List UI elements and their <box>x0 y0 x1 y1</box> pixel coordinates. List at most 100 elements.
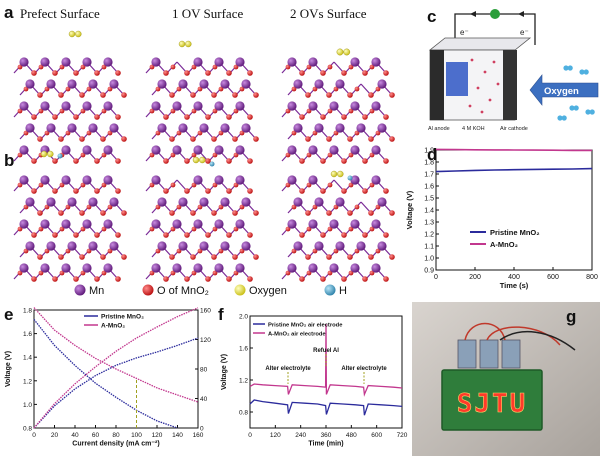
panel-d-letter: d <box>427 145 437 164</box>
mn-atom <box>241 241 251 251</box>
chart-d: d 0 200 400 600 800 0.9 1.0 1.1 1.2 1.3 1.4 1.5 1.6 1… <box>405 145 598 290</box>
mn-atom <box>235 101 245 111</box>
o-atom <box>44 86 50 92</box>
mn-atom <box>103 57 113 67</box>
o-atom <box>37 136 43 142</box>
mn-atom <box>40 219 50 229</box>
o-atom <box>327 182 333 188</box>
mn-atom <box>25 123 35 133</box>
series-line <box>33 318 178 429</box>
o-atom <box>327 108 333 114</box>
mn-atom <box>314 79 324 89</box>
mn-atom <box>287 101 297 111</box>
o-atom <box>101 270 107 276</box>
o-atom <box>65 204 71 210</box>
o-atom <box>23 204 29 210</box>
legend-atom-label: Oxygen <box>249 285 287 297</box>
mn-atom <box>241 197 251 207</box>
o-atom <box>239 86 245 92</box>
o-atom <box>59 270 65 276</box>
o-atom <box>347 210 353 216</box>
o-atom <box>383 70 389 76</box>
o-atom <box>389 92 395 98</box>
o-atom <box>233 152 239 158</box>
mn-atom <box>371 145 381 155</box>
o-atom <box>31 232 37 238</box>
mn-atom <box>178 79 188 89</box>
o-atom <box>17 108 23 114</box>
mn-atom <box>67 123 77 133</box>
o-atom <box>79 254 85 260</box>
o-atom <box>320 276 326 282</box>
o-atom <box>149 152 155 158</box>
o-atom <box>155 204 161 210</box>
x-tick-label: 80 <box>112 432 120 439</box>
legend-label: A-MnO₂ air electrode <box>268 332 326 338</box>
o-atom <box>362 114 368 120</box>
o-atom <box>326 254 332 260</box>
mn-atom <box>88 197 98 207</box>
o-atom <box>341 114 347 120</box>
o-atom <box>383 114 389 120</box>
y-tick-label: 0.8 <box>23 426 32 433</box>
x-tick-label: 600 <box>371 432 382 439</box>
mn-atom <box>67 197 77 207</box>
o-atom <box>170 64 176 70</box>
o-atom <box>37 210 43 216</box>
o-atom <box>205 188 211 194</box>
o-atom <box>253 92 259 98</box>
o-atom <box>320 188 326 194</box>
o-atom <box>38 226 44 232</box>
o-atom <box>17 182 23 188</box>
o-atom <box>347 136 353 142</box>
h-atom <box>209 161 215 167</box>
o-atom <box>341 232 347 238</box>
o-atom <box>233 270 239 276</box>
o-atom <box>197 248 203 254</box>
o-atom <box>285 108 291 114</box>
mn-atom <box>314 123 324 133</box>
o-atom <box>38 64 44 70</box>
legend-label: Pristine MnO₂ air electrode <box>268 323 343 329</box>
x-tick-label: 140 <box>172 432 183 439</box>
legend-atom-swatch <box>324 284 336 296</box>
o-atom <box>101 226 107 232</box>
o-atom <box>212 270 218 276</box>
oxygen-atom <box>178 40 186 48</box>
legend-atom-label: Mn <box>89 285 104 297</box>
o-atom <box>101 108 107 114</box>
oxygen-atom <box>68 30 76 38</box>
o-atom <box>170 270 176 276</box>
o-atom <box>163 188 169 194</box>
mn-atom <box>46 197 56 207</box>
o-atom <box>31 188 37 194</box>
mn-atom <box>61 263 71 273</box>
y-axis-label: Voltage (V) <box>221 354 228 390</box>
o-atom <box>232 92 238 98</box>
o-atom <box>65 248 71 254</box>
o-atom <box>155 130 161 136</box>
o-atom <box>247 158 253 164</box>
oxygen-atom <box>336 48 344 56</box>
y-tick-label: 1.0 <box>23 402 32 409</box>
o-atom <box>226 276 232 282</box>
o-atom <box>80 270 86 276</box>
electron-label-right: e⁻ <box>520 28 529 37</box>
o-atom <box>212 64 218 70</box>
mn-atom <box>88 241 98 251</box>
o-atom <box>191 226 197 232</box>
y-tick-label: 1.8 <box>424 160 434 167</box>
o-atom <box>232 254 238 260</box>
o-atom <box>38 270 44 276</box>
o-atom <box>115 188 121 194</box>
mn-atom <box>214 263 224 273</box>
ion-dot <box>468 104 472 108</box>
mn-atom <box>335 241 345 251</box>
panel-e-letter: e <box>4 305 13 324</box>
oxygen-arrow-label: Oxygen <box>544 86 579 97</box>
y-tick-label: 1.4 <box>424 208 434 215</box>
mn-atom <box>172 145 182 155</box>
mn-atom <box>151 145 161 155</box>
mn-atom <box>220 79 230 89</box>
